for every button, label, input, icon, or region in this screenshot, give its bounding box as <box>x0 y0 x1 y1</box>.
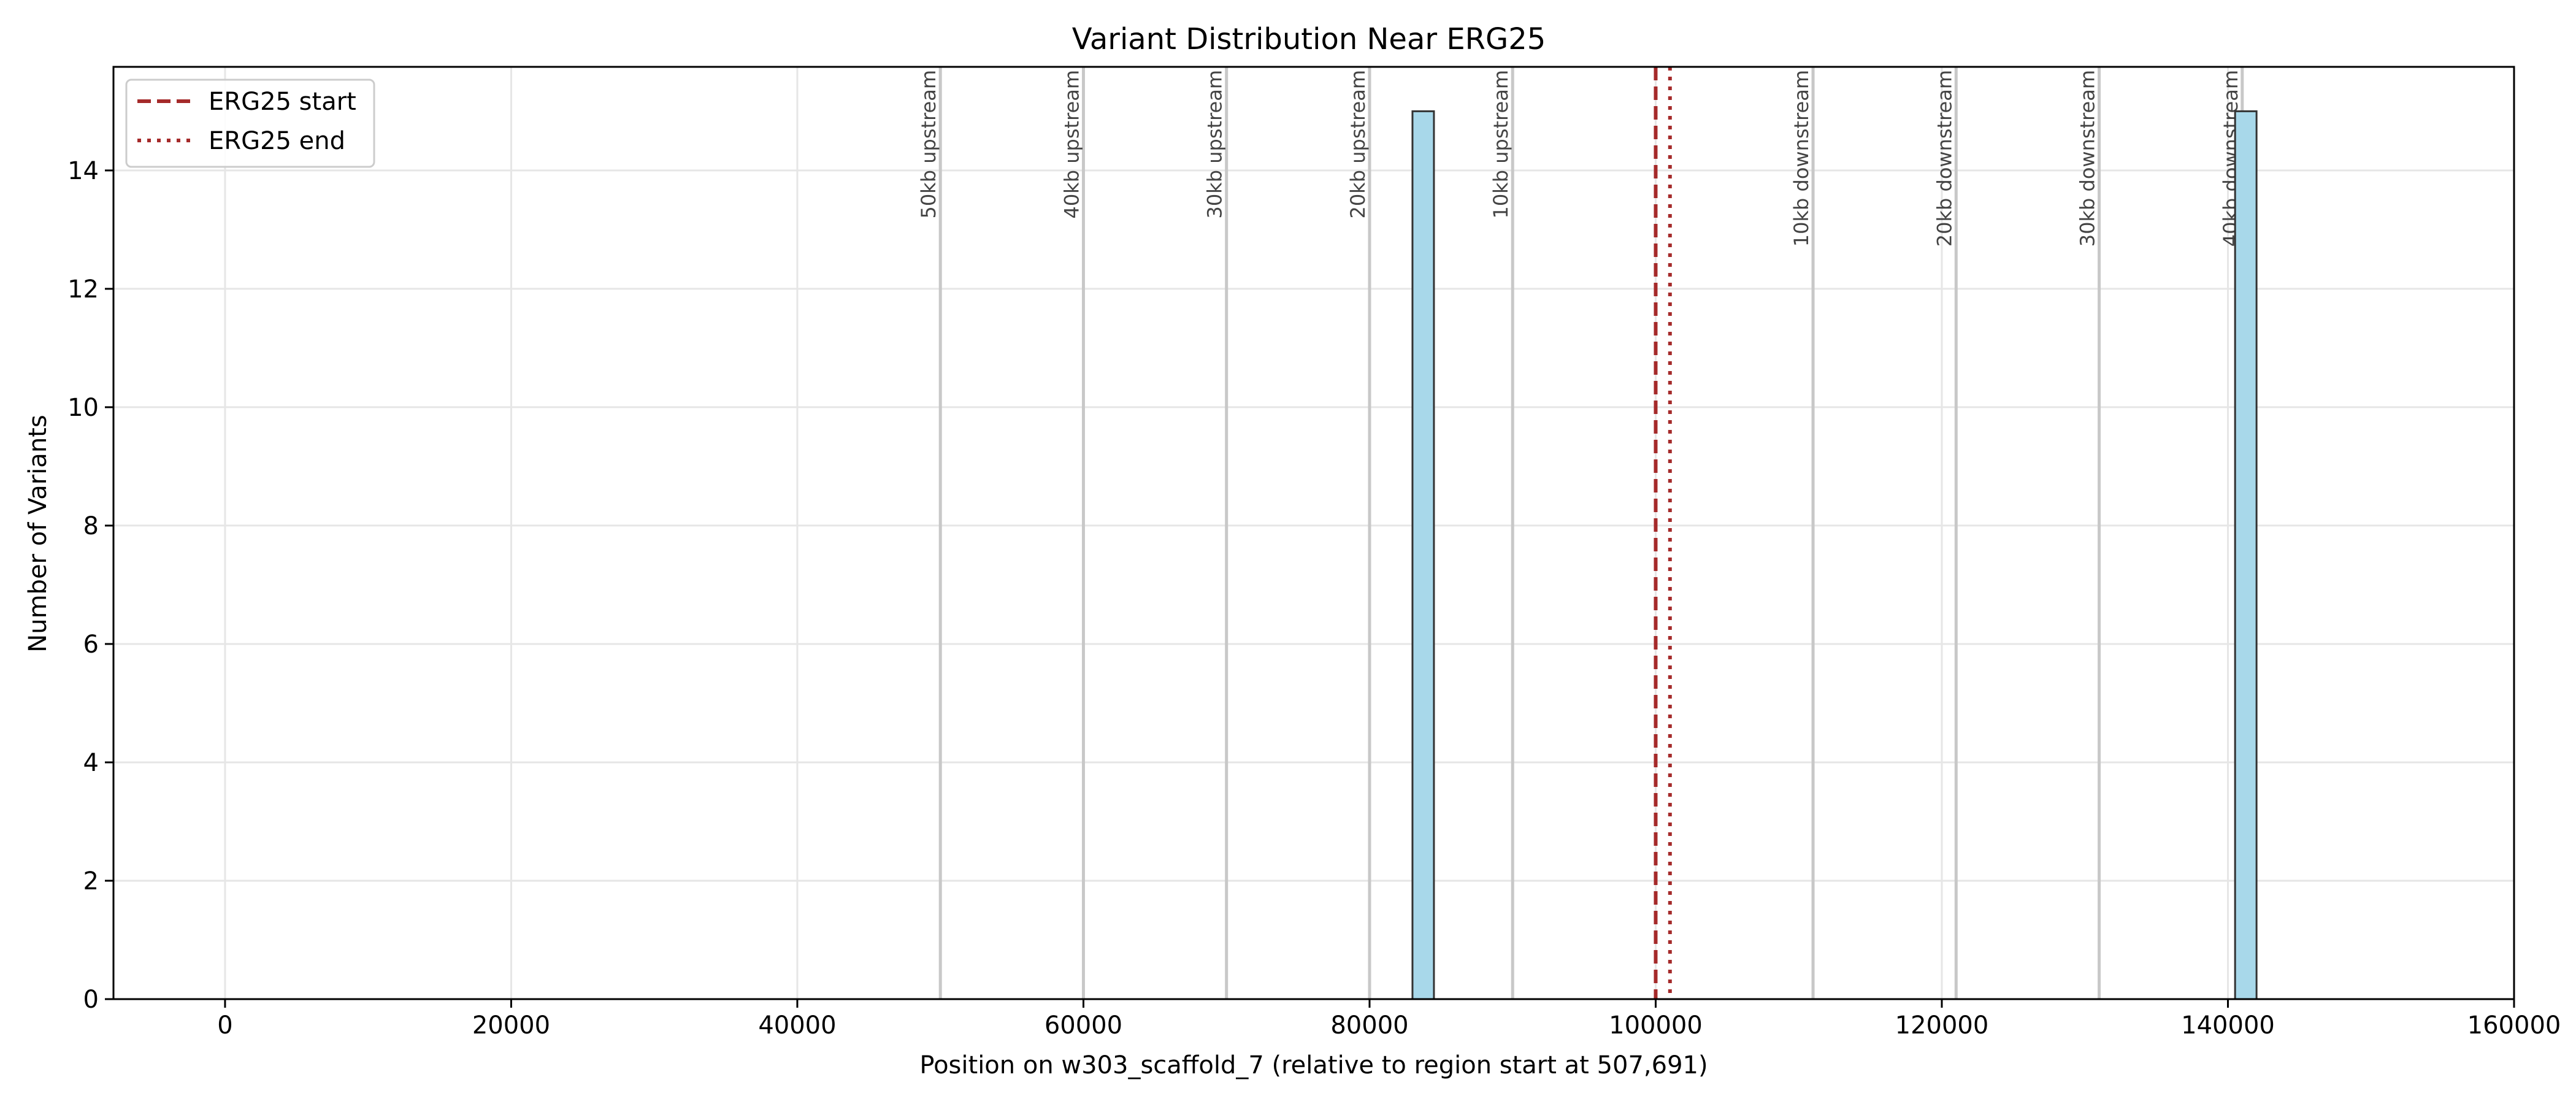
x-tick-label: 140000 <box>2181 1011 2275 1040</box>
y-tick-label: 2 <box>83 867 99 895</box>
y-tick-label: 6 <box>83 631 99 659</box>
distance-marker-label: 10kb upstream <box>1489 70 1512 218</box>
distance-marker-label: 20kb downstream <box>1933 70 1956 247</box>
distance-markers: 50kb upstream 40kb upstream 30kb upstream 2… <box>917 67 2244 999</box>
x-tick-label: 40000 <box>758 1011 836 1040</box>
x-tick-label: 60000 <box>1045 1011 1122 1040</box>
distance-marker-label: 30kb upstream <box>1203 70 1227 218</box>
x-tick-label: 100000 <box>1609 1011 1703 1040</box>
gene-lines <box>1654 67 1672 999</box>
y-axis-label: Number of Variants <box>24 415 52 652</box>
distance-marker-label: 30kb downstream <box>2076 70 2099 247</box>
y-tick-label: 4 <box>83 749 99 777</box>
x-axis-label: Position on w303_scaffold_7 (relative to… <box>919 1051 1708 1079</box>
histogram-bar <box>1411 110 1435 1000</box>
legend-entry: ERG25 end <box>209 127 345 155</box>
x-tick-label: 20000 <box>472 1011 550 1040</box>
distance-marker-label: 20kb upstream <box>1346 70 1370 218</box>
chart-title: Variant Distribution Near ERG25 <box>1072 22 1546 56</box>
x-tick-label: 80000 <box>1330 1011 1408 1040</box>
x-tick-label: 0 <box>217 1011 232 1040</box>
y-tick-label: 12 <box>67 275 99 304</box>
x-axis-ticks: 0 20000 40000 60000 80000 100000 120000 140000 1… <box>217 999 2561 1040</box>
y-tick-label: 8 <box>83 512 99 540</box>
legend-entry: ERG25 start <box>209 88 356 116</box>
distance-marker-label: 50kb upstream <box>917 70 940 218</box>
distance-marker-label: 10kb downstream <box>1790 70 1813 247</box>
x-tick-label: 160000 <box>2467 1011 2561 1040</box>
y-tick-label: 0 <box>83 986 99 1014</box>
bars <box>1411 110 2258 1000</box>
y-tick-label: 14 <box>67 157 99 185</box>
x-tick-label: 120000 <box>1895 1011 1989 1040</box>
legend: ERG25 start ERG25 end <box>125 79 375 168</box>
grid-lines <box>113 67 2515 1000</box>
y-tick-label: 10 <box>67 394 99 422</box>
distance-marker-label: 40kb upstream <box>1060 70 1083 218</box>
plot-frame <box>112 66 2515 1000</box>
y-axis-ticks: 0 2 4 6 8 10 12 14 <box>67 157 113 1014</box>
histogram-bar <box>2234 110 2258 1000</box>
